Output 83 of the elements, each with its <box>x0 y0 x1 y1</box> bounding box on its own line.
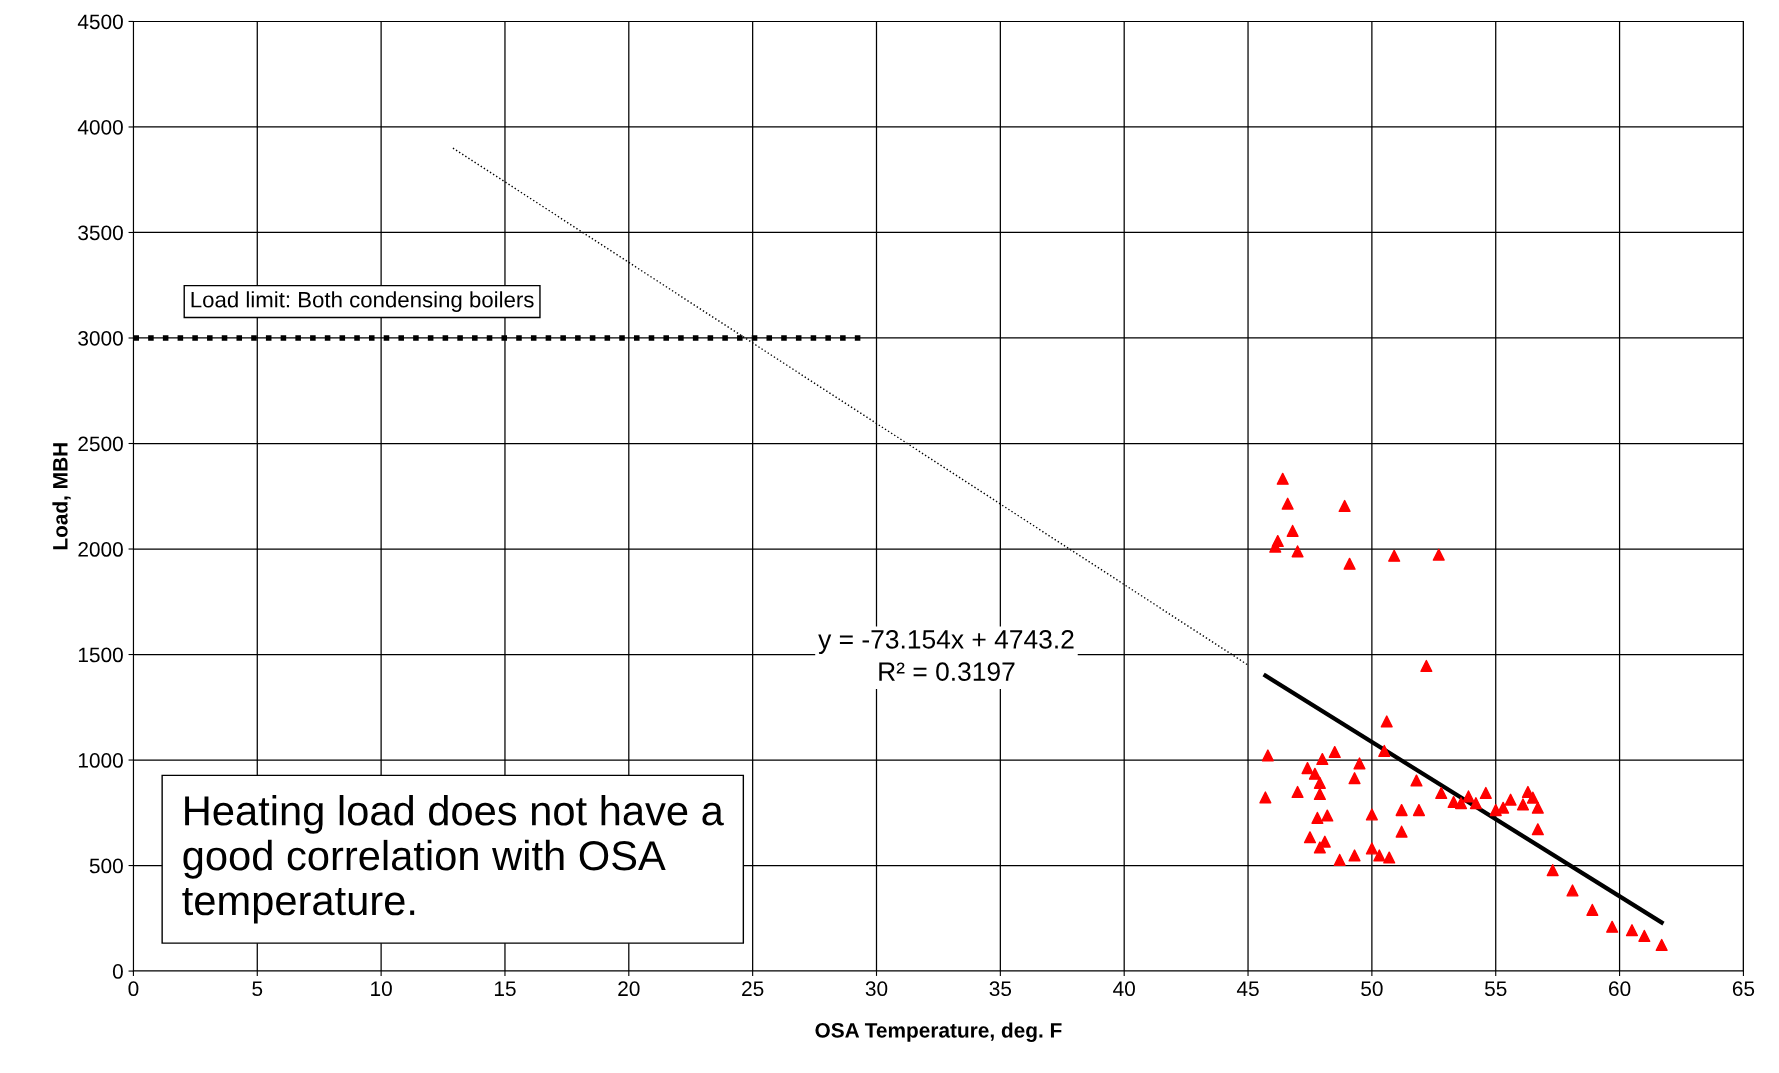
point <box>1269 540 1282 553</box>
point <box>1313 841 1326 854</box>
point <box>1566 884 1579 897</box>
point <box>1365 842 1378 855</box>
point <box>1378 744 1391 758</box>
point <box>1311 811 1324 824</box>
x-tick-label: 45 <box>1236 981 1259 997</box>
point <box>1308 767 1321 780</box>
point <box>1655 938 1668 951</box>
point <box>1469 797 1482 810</box>
point <box>1546 864 1559 877</box>
y-tick-label: 3000 <box>78 331 123 346</box>
x-tick-label: 5 <box>252 981 263 997</box>
point <box>1516 798 1530 811</box>
point <box>1454 797 1468 810</box>
annotation: Heating load does not have a good correlation with OSA temperature. <box>182 794 724 924</box>
y-tick-label: 4000 <box>77 119 123 135</box>
point <box>1321 809 1334 822</box>
x-tick-label: 55 <box>1484 981 1507 997</box>
point <box>1606 920 1619 933</box>
point <box>1395 803 1408 817</box>
point <box>1365 808 1378 821</box>
x-axis-title: OSA Temperature, deg. F <box>815 1022 1062 1042</box>
point <box>1286 524 1299 537</box>
y-tick-label: 500 <box>89 858 123 874</box>
y-tick-label: 1500 <box>78 647 123 663</box>
x-tick-label: 50 <box>1361 981 1383 997</box>
point <box>1301 761 1314 775</box>
point <box>1348 849 1361 862</box>
point <box>1420 659 1433 672</box>
point <box>1526 791 1539 804</box>
point <box>1313 787 1326 801</box>
y-tick-label: 4500 <box>77 14 123 30</box>
point <box>1348 772 1361 785</box>
point <box>1531 823 1544 836</box>
y-tick-label: 1000 <box>78 753 123 768</box>
point <box>1259 791 1272 804</box>
point <box>1338 499 1351 513</box>
point <box>1343 557 1356 570</box>
y-tick-label: 2000 <box>78 542 123 557</box>
point <box>1462 790 1475 803</box>
x-tick-label: 40 <box>1113 981 1135 997</box>
x-tick-label: 60 <box>1609 981 1631 997</box>
point <box>1333 853 1346 866</box>
x-tick-label: 15 <box>494 981 516 997</box>
point <box>1435 786 1448 800</box>
y-axis-title: Load, MBH <box>52 443 71 550</box>
point <box>1353 757 1366 770</box>
point <box>1412 803 1426 817</box>
point <box>1291 785 1304 798</box>
point <box>1625 924 1639 937</box>
annotation: y = -73.154x + 4743.2 R² = 0.3197 <box>818 630 1074 681</box>
annotation: Load limit: Both condensing boilers <box>191 291 534 312</box>
point <box>1291 545 1304 558</box>
x-tick-label: 35 <box>989 981 1012 997</box>
point <box>1281 497 1294 510</box>
point <box>1383 851 1396 864</box>
point <box>1373 849 1386 862</box>
point <box>1395 825 1408 838</box>
x-tick-label: 20 <box>618 981 640 997</box>
point <box>1388 549 1401 562</box>
point <box>1303 831 1317 844</box>
x-tick-label: 30 <box>865 981 888 997</box>
point <box>1313 776 1326 789</box>
y-tick-label: 0 <box>112 964 123 979</box>
point <box>1410 774 1423 787</box>
x-tick-label: 65 <box>1732 981 1755 997</box>
point <box>1479 786 1492 800</box>
y-tick-label: 3500 <box>78 225 123 241</box>
x-tick-label: 25 <box>742 981 764 997</box>
x-tick-label: 0 <box>128 981 139 997</box>
point <box>1586 903 1599 916</box>
x-tick-label: 10 <box>371 981 392 997</box>
point <box>1328 745 1341 759</box>
point <box>1504 793 1517 806</box>
point <box>1531 801 1544 814</box>
point <box>1432 548 1445 561</box>
point <box>1380 715 1393 728</box>
point <box>1276 472 1289 485</box>
point <box>1261 749 1274 762</box>
point <box>1638 929 1651 942</box>
point <box>1316 752 1329 766</box>
y-tick-label: 2500 <box>78 436 123 452</box>
